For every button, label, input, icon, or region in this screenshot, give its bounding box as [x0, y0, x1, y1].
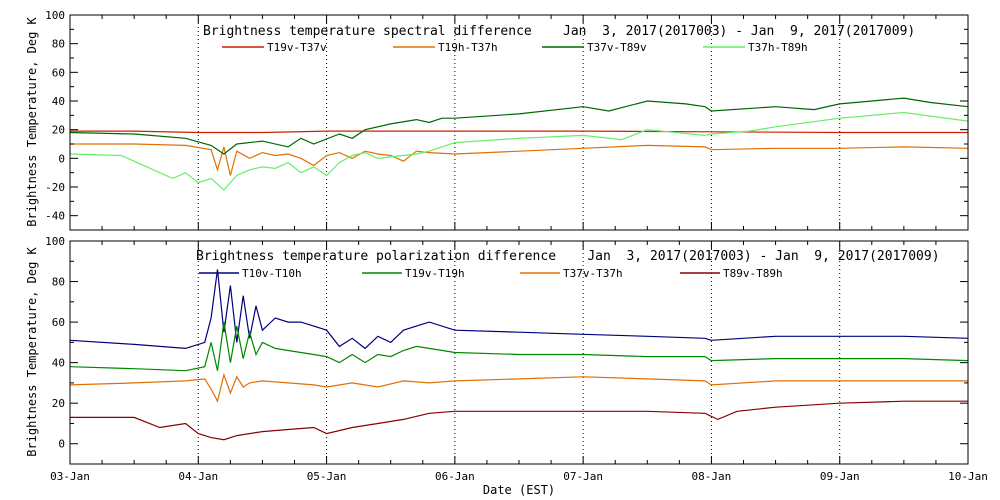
x-tick-label: 04-Jan [178, 470, 218, 483]
bottom-chart-title: Brightness temperature polarization diff… [196, 249, 940, 264]
series-line-t19v-t19h [69, 322, 969, 372]
series-line-t37h-t89h [69, 111, 969, 191]
series-line-t19v-t37v [70, 130, 968, 134]
y-tick-label: 60 [52, 66, 65, 79]
x-tick-label: 07-Jan [563, 470, 603, 483]
x-tick-label: 09-Jan [820, 470, 860, 483]
y-tick-label: 100 [45, 235, 65, 248]
series-line-t37v-t89v [69, 97, 969, 155]
bottom-plot-frame [69, 240, 969, 465]
top-plot-frame [69, 14, 969, 231]
x-tick-label: 03-Jan [50, 470, 90, 483]
x-tick-label: 08-Jan [692, 470, 732, 483]
y-tick-label: 40 [52, 357, 65, 370]
x-tick-label: 10-Jan [948, 470, 988, 483]
legend-label: T10v-T10h [242, 267, 302, 280]
y-tick-label: -40 [45, 210, 65, 223]
series-line-t10v-t10h [69, 269, 969, 350]
series-line-t37v-t37h [69, 372, 968, 403]
legend-label: T37h-T89h [748, 41, 808, 54]
polarization-difference-panel: 0 20 40 60 80 100 Brightness temperature pola… [25, 235, 969, 465]
y-tick-label: 0 [58, 152, 65, 165]
y-tick-label: 60 [52, 316, 65, 329]
bottom-y-axis-label: Brightness Temperature, Deg K [25, 246, 39, 456]
legend-label: T37v-T89v [587, 41, 647, 54]
x-axis-label: Date (EST) [483, 483, 555, 497]
spectral-difference-panel: -40 -20 0 20 40 60 80 100 Brightness temperatur… [25, 9, 969, 231]
top-chart-title: Brightness temperature spectral differen… [203, 24, 915, 39]
y-tick-label: 20 [52, 397, 65, 410]
series-line-t89v-t89h [70, 400, 968, 441]
y-tick-label: 100 [45, 9, 65, 22]
legend-label: T19v-T37v [267, 41, 327, 54]
y-tick-label: 0 [58, 438, 65, 451]
y-tick-label: -20 [45, 181, 65, 194]
legend-label: T19v-T19h [405, 267, 465, 280]
top-y-axis-label: Brightness Temperature, Deg K [25, 16, 39, 226]
x-tick-label: 05-Jan [307, 470, 347, 483]
y-tick-label: 20 [52, 124, 65, 137]
y-tick-label: 40 [52, 95, 65, 108]
y-tick-label: 80 [52, 276, 65, 289]
legend-label: T89v-T89h [723, 267, 783, 280]
y-tick-label: 80 [52, 38, 65, 51]
series-line-t19h-t37h [70, 143, 969, 176]
legend-label: T37v-T37h [563, 267, 623, 280]
legend-label: T19h-T37h [438, 41, 498, 54]
x-tick-label: 06-Jan [435, 470, 475, 483]
